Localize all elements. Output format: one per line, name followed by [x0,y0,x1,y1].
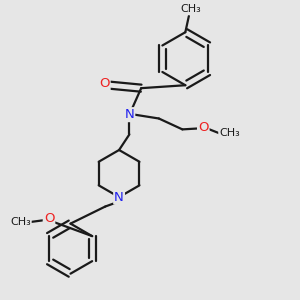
Text: CH₃: CH₃ [180,4,201,14]
Text: O: O [44,212,54,225]
Text: O: O [99,77,110,90]
Text: CH₃: CH₃ [10,217,31,226]
Text: O: O [198,121,208,134]
Text: N: N [124,108,134,121]
Text: N: N [114,190,124,204]
Text: CH₃: CH₃ [219,128,240,138]
